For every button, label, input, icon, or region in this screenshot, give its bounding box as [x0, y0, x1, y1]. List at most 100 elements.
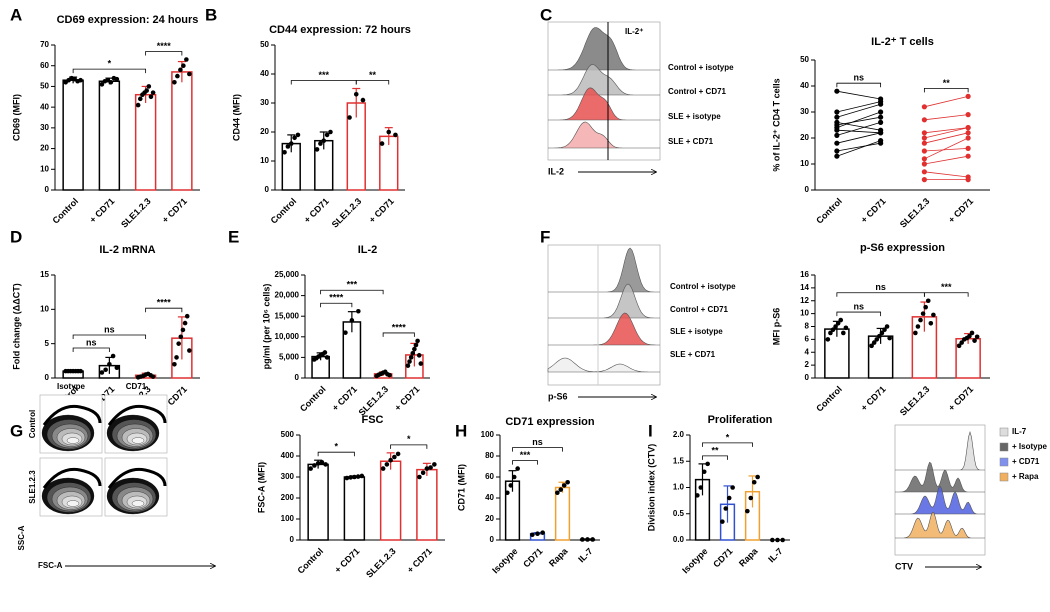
y-tick-label: 40	[800, 81, 809, 90]
pair-line	[836, 122, 881, 136]
contour	[66, 437, 80, 444]
data-point	[137, 96, 143, 102]
data-point	[878, 114, 884, 120]
axis-label: SSC-A	[17, 525, 26, 550]
data-point	[928, 320, 934, 326]
data-point	[871, 340, 877, 345]
data-point	[355, 474, 361, 479]
data-point	[78, 368, 83, 374]
panel-letter: G	[10, 421, 23, 440]
data-point	[288, 141, 294, 146]
y-tick-label: 14	[800, 283, 809, 292]
histogram-label: SLE + isotype	[668, 112, 721, 121]
data-point	[965, 130, 971, 136]
significance-bracket	[290, 80, 357, 85]
significance-bracket	[836, 311, 882, 317]
significance-bracket	[390, 444, 428, 449]
data-point	[884, 324, 890, 329]
histogram-frame	[547, 244, 661, 386]
data-point	[387, 372, 392, 378]
significance-label: ***	[318, 70, 329, 80]
x-tick-label: Rapa	[737, 545, 760, 568]
significance-label: ***	[941, 282, 952, 292]
significance-label: ****	[329, 293, 344, 303]
data-point	[343, 330, 348, 335]
data-point	[834, 132, 840, 138]
y-tick-label: 80	[485, 451, 494, 460]
data-point	[356, 308, 361, 314]
histogram-ridge	[548, 121, 660, 149]
x-tick-label: Control	[296, 546, 326, 576]
data-point	[561, 483, 567, 488]
data-point	[965, 145, 971, 151]
y-tick-label: 60	[485, 472, 494, 481]
histogram-ridge	[895, 485, 985, 515]
histogram-ridge	[548, 27, 660, 71]
bar	[343, 476, 366, 541]
data-point	[555, 490, 560, 496]
data-point	[585, 537, 590, 542]
data-point	[324, 355, 330, 360]
y-tick-label: 10	[260, 156, 269, 165]
data-point	[965, 135, 971, 141]
significance-bracket	[72, 68, 147, 74]
data-point	[150, 374, 156, 379]
significance-bracket	[512, 447, 563, 452]
data-point	[705, 461, 710, 467]
contour-edge	[42, 404, 102, 426]
data-point	[535, 531, 540, 536]
histogram-axis-label: p-S6	[548, 391, 568, 401]
x-tick-label: CD71	[521, 546, 544, 569]
data-point	[114, 76, 120, 82]
data-point	[923, 304, 928, 310]
data-point	[755, 474, 760, 480]
x-tick-label: SLE1.2.3	[330, 196, 364, 230]
significance-bracket	[145, 51, 183, 56]
panel-letter: E	[228, 227, 239, 246]
y-axis-label: Fold change (ΔΔCT)	[11, 283, 21, 369]
y-tick-label: 60	[40, 61, 49, 70]
data-point	[726, 495, 732, 501]
histogram-label: Control + CD71	[670, 305, 729, 314]
y-tick-label: 300	[281, 472, 295, 481]
data-point	[412, 346, 417, 352]
y-tick-label: 40	[260, 69, 269, 78]
data-point	[393, 132, 398, 138]
x-tick-label: IL-7	[576, 546, 594, 564]
x-tick-label: + CD71	[946, 196, 975, 225]
data-point	[174, 355, 179, 360]
pair-line	[836, 111, 881, 128]
histogram-frame	[894, 424, 986, 556]
data-point	[878, 138, 884, 144]
y-tick-label: 30	[260, 98, 269, 107]
pair-line	[924, 171, 969, 178]
data-point	[828, 330, 833, 336]
data-point	[150, 90, 156, 95]
significance-label: **	[711, 445, 719, 455]
data-point	[187, 348, 192, 353]
data-point	[176, 341, 181, 346]
significance-label: **	[943, 78, 951, 88]
data-point	[830, 327, 836, 333]
x-tick-label: SLE1.2.3	[898, 384, 932, 418]
data-point	[347, 115, 352, 120]
significance-bracket	[702, 442, 753, 447]
data-point	[843, 325, 849, 331]
pair-line	[836, 116, 881, 126]
data-point	[178, 67, 183, 73]
bar	[824, 328, 850, 379]
x-tick-label: SLE1.2.3	[364, 546, 398, 580]
data-point	[78, 77, 83, 83]
panel-letter: D	[10, 227, 22, 246]
y-tick-label: 0	[45, 185, 50, 194]
bar	[62, 79, 84, 191]
data-point	[432, 462, 437, 467]
data-point	[913, 330, 918, 336]
significance-bracket	[836, 292, 925, 297]
data-point	[833, 324, 838, 329]
data-point	[558, 487, 564, 492]
significance-bracket	[72, 334, 147, 340]
x-tick-label: + CD71	[367, 196, 396, 225]
row-label: SLE1.2.3	[28, 470, 37, 504]
chart-title: CD69 expression: 24 hours	[57, 14, 199, 26]
